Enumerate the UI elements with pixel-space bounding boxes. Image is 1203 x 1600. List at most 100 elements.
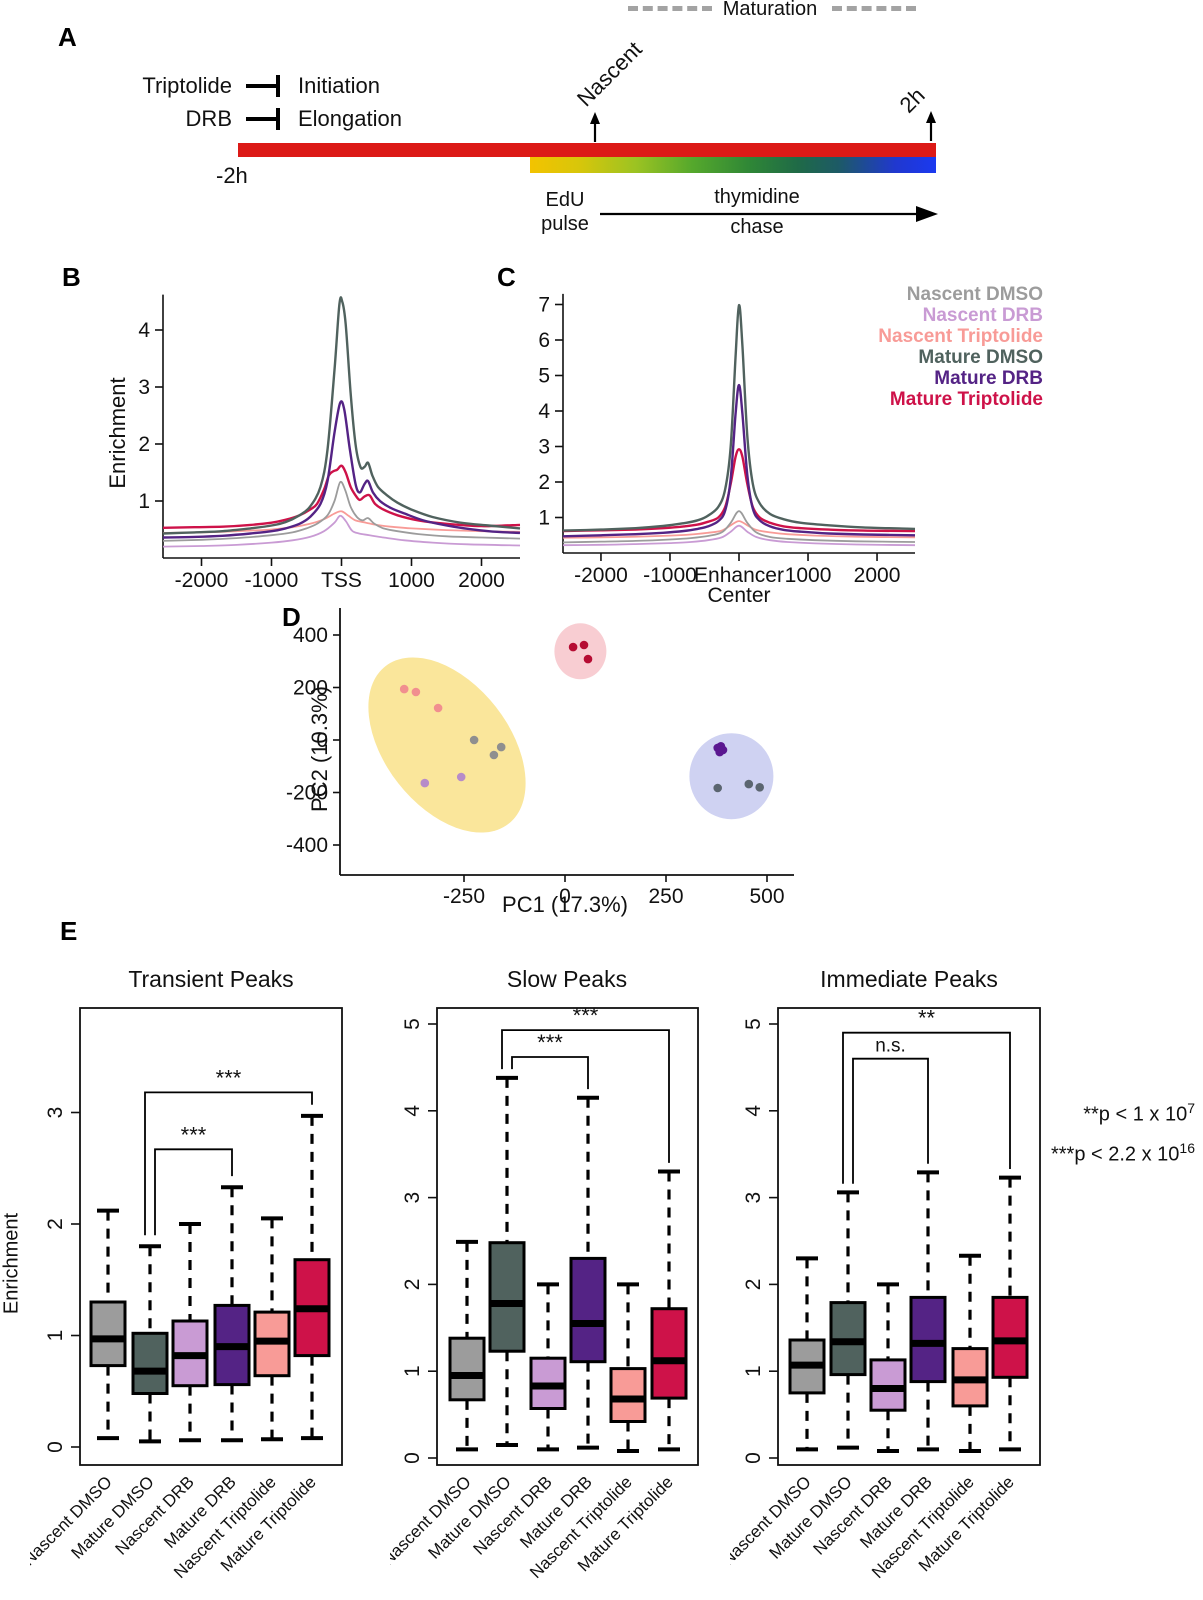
initiation-label: Initiation (298, 73, 380, 98)
legend-item: Nascent DRB (922, 305, 1043, 326)
plot-frame (436, 1007, 699, 1466)
x-tick-label: -1000 (643, 564, 697, 587)
significance-bracket (144, 1091, 313, 1236)
x-tick-label: 1000 (785, 564, 832, 587)
box-mature-drb (569, 1256, 607, 1364)
legend: Nascent DMSO Nascent DRB Nascent Triptolid… (853, 284, 1043, 410)
y-tick-label: 7 (538, 294, 550, 317)
inhibit-icon (276, 75, 280, 97)
pca-point-mature-triptolide (579, 640, 589, 650)
line-nascent-triptolide (162, 510, 521, 534)
y-tick-label: 6 (538, 329, 550, 352)
legend-item: Mature Triptolide (889, 389, 1043, 410)
line-mature-dmso (162, 296, 521, 535)
pca-point-nascent-drb (456, 772, 466, 782)
y-tick-label: 0 (401, 1452, 424, 1464)
x-tick-label: -2000 (574, 564, 628, 587)
y-tick-label: 0 (316, 729, 328, 752)
y-tick-label: 5 (538, 365, 550, 388)
pulse-label: pulse (541, 213, 589, 235)
significance-label: *** (216, 1065, 242, 1090)
y-tick-label: 2 (742, 1279, 765, 1291)
line-mature-triptolide (562, 448, 916, 533)
end-arrowhead-icon (926, 111, 936, 123)
y-tick-label: 4 (138, 319, 150, 342)
y-tick-label: 1 (44, 1330, 67, 1342)
y-tick-label: 3 (742, 1192, 765, 1204)
pca-xlabel: PC1 (17.3%) (502, 892, 628, 917)
panel-a-label: A (58, 22, 77, 52)
y-tick-label: -200 (286, 782, 328, 805)
legend-item: Nascent DMSO (906, 284, 1043, 305)
box-mature-triptolide (650, 1307, 688, 1400)
edu-label: EdU (545, 189, 585, 211)
pca-point-nascent-triptolide (399, 684, 409, 694)
elongation-label: Elongation (298, 106, 402, 131)
pca-point-mature-drb (718, 745, 728, 755)
y-tick-label: 2 (401, 1279, 424, 1291)
y-tick-label: 1 (401, 1365, 424, 1377)
y-tick-label: 2 (138, 433, 150, 456)
pca-point-mature-dmso (713, 783, 722, 793)
line-mature-dmso (562, 303, 916, 532)
x-tick-label: 500 (749, 885, 784, 908)
y-tick-label: 2 (538, 471, 550, 494)
maturation-dash-right (832, 6, 916, 11)
x-tick-label: -250 (443, 885, 485, 908)
x-tick-label: Center (707, 584, 770, 607)
plot-frame (777, 1007, 1041, 1466)
pca-ellipse-nascent-cluster (368, 657, 526, 833)
plot-frame (79, 1007, 343, 1466)
legend-item: Mature DRB (934, 368, 1043, 389)
pvalue-line: ***p < 2.2 x 1016 (1050, 1139, 1195, 1166)
nascent-arrowhead-icon (590, 112, 600, 124)
pca-point-nascent-triptolide (411, 687, 421, 697)
panel-e-label: E (60, 916, 78, 946)
tss-metaprofile-chart: 1 2 3 4 -2000 -1000 TSS 1000 2000 (138, 294, 521, 592)
y-tick-label: 4 (401, 1105, 424, 1117)
line-mature-drb (562, 383, 916, 538)
box-nascent-dmso (89, 1300, 127, 1368)
line-nascent-triptolide (562, 520, 916, 539)
immediate-title: Immediate Peaks (820, 966, 998, 992)
legend-item: Mature DMSO (918, 347, 1043, 368)
significance-label: *** (573, 1003, 599, 1028)
line-nascent-dmso (562, 510, 916, 544)
line-mature-drb (162, 400, 521, 539)
y-tick-label: 3 (538, 436, 550, 459)
inhibit-icon (246, 117, 278, 121)
pca-point-mature-triptolide (583, 654, 593, 664)
start-time-label: -2h (216, 163, 248, 188)
y-tick-label: 2 (44, 1218, 67, 1230)
chase-gradient-bar (530, 157, 936, 173)
pca-point-nascent-dmso (496, 742, 506, 752)
pca-ellipse-mature-triptolide-cluster (554, 623, 607, 680)
significance-bracket (511, 1056, 589, 1090)
y-tick-label: 1 (742, 1365, 765, 1377)
box-nascent-dmso (448, 1336, 486, 1402)
panel-c-label: C (497, 262, 516, 292)
chase-label: chase (730, 216, 784, 238)
pca-point-nascent-dmso (489, 750, 499, 760)
panel-a-arrows (590, 111, 938, 222)
panel-b-label: B (62, 262, 81, 292)
y-tick-label: 3 (138, 376, 150, 399)
legend-item: Nascent Triptolide (878, 326, 1043, 347)
thymidine-label: thymidine (714, 186, 800, 208)
y-tick-label: 1 (538, 507, 550, 530)
y-tick-label: 4 (742, 1105, 765, 1117)
box-mature-drb (909, 1295, 947, 1384)
x-tick-label: -2000 (175, 569, 229, 592)
pca-point-mature-dmso (755, 783, 764, 792)
pca-point-mature-dmso (744, 779, 754, 789)
drb-label: DRB (185, 106, 232, 131)
pvalue-note: **p < 1 x 107 ***p < 2.2 x 1016 (1000, 1092, 1195, 1171)
transient-title: Transient Peaks (128, 966, 294, 992)
x-tick-label: TSS (321, 569, 362, 592)
significance-bracket (501, 1029, 670, 1163)
x-tick-label: 2000 (854, 564, 901, 587)
chase-arrowhead-icon (916, 206, 938, 222)
panel-e-ylabel: Enrichment (0, 1212, 23, 1315)
